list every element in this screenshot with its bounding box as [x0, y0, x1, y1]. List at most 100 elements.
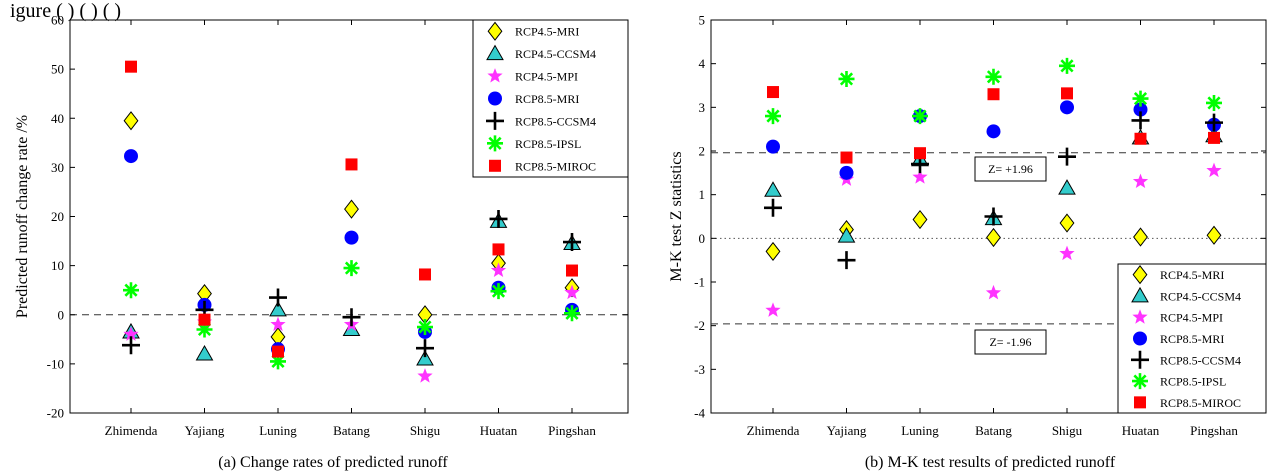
y-axis-label: M-K test Z statistics [668, 151, 685, 281]
legend-label: RCP4.5-CCSM4 [1160, 289, 1241, 303]
data-point-plus [416, 339, 434, 358]
data-point-plus [563, 233, 581, 252]
legend-marker-diamond [487, 21, 503, 41]
y-tick-label: 30 [51, 160, 64, 175]
data-point-star [1206, 162, 1222, 178]
x-tick-label: Luning [259, 423, 297, 438]
x-tick-label: Shigu [1052, 423, 1083, 438]
data-point-star [1059, 245, 1075, 261]
panel-caption: (b) M-K test results of predicted runoff [865, 454, 1116, 471]
y-tick-label: -4 [694, 406, 705, 421]
data-point-plus [764, 198, 782, 217]
legend-label: RCP4.5-MRI [1160, 268, 1224, 282]
legend-marker-square [489, 159, 501, 172]
data-point-square [419, 268, 431, 281]
panel-a: -20 -10 0 10 20 30 40 50 60 Zhimenda Yajiang Luning… [14, 13, 629, 471]
data-point-square [840, 151, 853, 164]
x-tick-label: Huatan [480, 423, 518, 438]
data-point-asterisk [985, 68, 1002, 85]
data-point-square [1061, 87, 1073, 100]
data-point-asterisk [1059, 57, 1075, 74]
legend: RCP4.5-MRI RCP4.5-CCSM4 RCP4.5-MPI RCP8.5-M… [1117, 263, 1267, 414]
panel-b: Z= +1.96 Z= -1.96 -4 -3 -2 -1 0 1 2 3 4 5 Zhimenda Ya… [668, 13, 1267, 471]
data-point-plus [837, 251, 856, 270]
legend-marker-asterisk [1132, 373, 1148, 390]
data-point-star [765, 302, 781, 317]
y-tick-label: 20 [51, 209, 64, 224]
panel-caption: (a) Change rates of predicted runoff [218, 454, 448, 471]
data-point-circle [1133, 102, 1148, 117]
legend-label: RCP4.5-CCSM4 [515, 47, 596, 61]
data-point-square [1208, 131, 1220, 144]
data-point-triangle [837, 227, 856, 243]
data-point-plus [984, 207, 1003, 226]
legend-marker-star [487, 68, 503, 83]
data-point-circle [344, 230, 359, 245]
reference-label-box [974, 329, 1047, 355]
data-point-asterisk [270, 353, 286, 370]
y-tick-label: 0 [58, 307, 65, 322]
x-tick-label: Batang [975, 423, 1012, 438]
data-point-square [125, 60, 137, 73]
legend-marker-circle [488, 91, 502, 106]
data-point-star [417, 368, 433, 383]
data-point-star [1132, 173, 1149, 189]
data-point-asterisk [123, 282, 139, 299]
y-tick-label: 5 [699, 13, 706, 28]
data-point-square [987, 88, 1000, 101]
data-point-diamond [912, 209, 928, 230]
y-tick-label: 1 [699, 187, 706, 202]
legend-marker-triangle [1131, 286, 1149, 303]
data-point-square [1134, 132, 1147, 145]
data-point-plus [489, 209, 508, 228]
data-point-square [272, 345, 284, 358]
legend: RCP4.5-MRI RCP4.5-CCSM4 RCP4.5-MPI RCP8.5-M… [472, 19, 629, 178]
data-point-asterisk [1206, 94, 1222, 111]
legend-label: RCP8.5-MRI [1160, 332, 1224, 346]
legend-label: RCP8.5-IPSL [1160, 375, 1226, 389]
data-point-plus [269, 288, 287, 307]
data-point-asterisk [564, 305, 580, 322]
legend-label: RCP8.5-MIROC [1160, 396, 1241, 410]
data-point-plus [1205, 113, 1223, 132]
y-tick-label: -2 [694, 318, 705, 333]
x-tick-label: Yajiang [827, 423, 867, 438]
data-point-square [492, 243, 505, 256]
x-tick-label: Zhimenda [747, 423, 800, 438]
x-tick-label: Batang [333, 423, 370, 438]
legend-label: RCP8.5-MIROC [515, 159, 596, 173]
y-tick-label: -10 [47, 356, 64, 371]
data-point-circle [124, 149, 138, 164]
data-point-circle [766, 139, 780, 154]
data-point-plus [342, 308, 361, 327]
data-point-square [914, 147, 926, 160]
legend-marker-diamond [1132, 265, 1148, 285]
data-point-asterisk [1132, 90, 1149, 107]
y-tick-label: -20 [47, 406, 64, 421]
legend-marker-star [1132, 309, 1148, 324]
y-axis-label: Predicted runoff change rate /% [14, 115, 31, 318]
y-tick-label: 2 [699, 144, 706, 159]
data-point-circle [986, 124, 1001, 139]
data-point-asterisk [490, 283, 507, 300]
y-tick-label: 4 [699, 56, 706, 71]
data-point-asterisk [838, 70, 855, 87]
data-point-star [985, 284, 1002, 300]
legend-marker-asterisk [487, 135, 503, 152]
data-point-circle [839, 165, 854, 180]
reference-label: Z= -1.96 [989, 335, 1031, 349]
data-point-diamond [1133, 227, 1148, 247]
data-point-plus [122, 336, 140, 355]
data-point-triangle [1058, 179, 1076, 195]
data-point-star [564, 284, 580, 300]
reference-label-box [974, 156, 1047, 182]
y-tick-label: 40 [51, 111, 64, 126]
data-point-plus [1131, 111, 1150, 130]
data-point-square [198, 313, 211, 326]
y-tick-label: 60 [51, 13, 64, 28]
data-point-asterisk [417, 319, 433, 336]
legend-marker-triangle [486, 44, 504, 61]
x-tick-label: Huatan [1122, 423, 1160, 438]
legend-marker-square [1134, 396, 1146, 409]
data-point-square [566, 264, 578, 277]
